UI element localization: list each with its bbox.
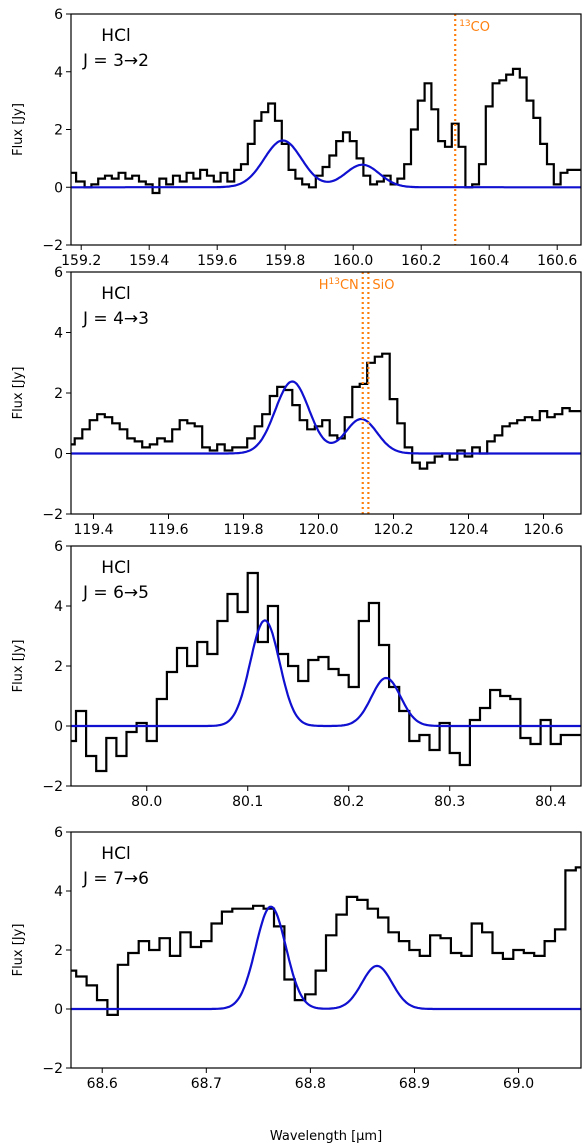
x-tick-label: 80.2: [333, 794, 364, 810]
panel-title-transition: J = 6→5: [82, 583, 149, 603]
x-tick-label: 68.6: [87, 1076, 118, 1092]
y-tick-label: 4: [54, 65, 63, 81]
y-tick-label: 2: [54, 659, 63, 675]
x-tick-label: 159.6: [197, 253, 237, 269]
x-tick-label: 68.8: [295, 1076, 326, 1092]
x-tick-label: 69.0: [503, 1076, 534, 1092]
x-tick-label: 160.2: [401, 253, 441, 269]
panel-3: −2 0 2 4 6 80.0 80.1 80.2 80.3 80.4 Flux [Jy] HCl J …: [11, 539, 581, 810]
y-tick-label: 0: [54, 180, 63, 196]
y-tick-label: 6: [54, 7, 63, 23]
y-axis-label: Flux [Jy]: [11, 103, 26, 156]
marker-label: 13CO: [459, 19, 490, 35]
panel-title-molecule: HCl: [101, 26, 130, 46]
x-tick-label: 160.6: [537, 253, 577, 269]
x-tick-label: 159.2: [61, 253, 101, 269]
x-tick-label: 80.1: [232, 794, 263, 810]
x-tick-label: 120.6: [523, 522, 563, 538]
model-fit-line: [71, 141, 581, 188]
x-axis-label: Wavelength [μm]: [270, 1129, 382, 1144]
x-tick-label: 120.0: [298, 522, 338, 538]
y-tick-label: −2: [42, 1061, 63, 1077]
marker-label-superscript: 13: [328, 277, 339, 287]
x-tick-label: 68.7: [191, 1076, 222, 1092]
observed-spectrum-line: [71, 354, 581, 469]
x-tick-label: 120.4: [448, 522, 488, 538]
y-tick-label: 6: [54, 265, 63, 281]
y-tick-label: 0: [54, 1002, 63, 1018]
x-tick-label: 119.8: [223, 522, 263, 538]
marker-label-main: CO: [471, 20, 490, 35]
y-axis-label: Flux [Jy]: [11, 924, 26, 977]
y-tick-label: −2: [42, 238, 63, 254]
panel-title-transition: J = 4→3: [82, 309, 149, 329]
x-tick-label: 68.9: [399, 1076, 430, 1092]
panel-title-molecule: HCl: [101, 844, 130, 864]
y-tick-label: 4: [54, 884, 63, 900]
y-tick-label: 2: [54, 123, 63, 139]
y-tick-label: 2: [54, 943, 63, 959]
axes-frame: [71, 14, 581, 245]
y-tick-label: −2: [42, 779, 63, 795]
x-tick-label: 119.6: [148, 522, 188, 538]
panel-title-molecule: HCl: [101, 284, 130, 304]
x-tick-label: 80.4: [535, 794, 566, 810]
y-tick-label: 6: [54, 539, 63, 555]
model-fit-line: [71, 620, 581, 726]
y-tick-label: 4: [54, 326, 63, 342]
model-fit-line: [71, 382, 581, 454]
y-tick-label: 6: [54, 825, 63, 841]
x-tick-label: 159.8: [265, 253, 305, 269]
x-tick-label: 80.3: [434, 794, 465, 810]
y-tick-label: 2: [54, 386, 63, 402]
x-tick-label: 160.0: [333, 253, 373, 269]
panel-title-transition: J = 7→6: [82, 869, 149, 889]
axes-frame: [71, 546, 581, 786]
y-axis-label: Flux [Jy]: [11, 367, 26, 420]
panel-4: −2 0 2 4 6 68.6 68.7 68.8 68.9 69.0 Flux [Jy] HCl J …: [11, 825, 581, 1144]
observed-spectrum-line: [71, 69, 581, 193]
marker-label-after: CN: [340, 278, 359, 293]
marker-label: H13CN: [319, 277, 359, 293]
y-tick-label: 0: [54, 719, 63, 735]
y-tick-label: 0: [54, 447, 63, 463]
panel-title-transition: J = 3→2: [82, 51, 149, 71]
panel-2: H13CN SiO −2 0 2 4 6 119.4 119.6 119.8 120.0 120.2 1…: [11, 265, 581, 538]
x-tick-label: 80.0: [131, 794, 162, 810]
x-tick-label: 119.4: [73, 522, 113, 538]
panel-title-molecule: HCl: [101, 558, 130, 578]
marker-label-main: H: [319, 278, 329, 293]
y-tick-label: −2: [42, 507, 63, 523]
marker-label: SiO: [372, 278, 394, 293]
marker-label-superscript: 13: [459, 19, 470, 29]
x-tick-label: 120.2: [373, 522, 413, 538]
x-tick-label: 160.4: [469, 253, 509, 269]
panel-1: 13CO −2 0 2 4 6 159.2 159.4 159.6 159.8 160.0 160.2…: [11, 7, 581, 269]
y-tick-label: 4: [54, 599, 63, 615]
observed-spectrum-line: [71, 867, 581, 1015]
x-tick-label: 159.4: [129, 253, 169, 269]
y-axis-label: Flux [Jy]: [11, 640, 26, 693]
